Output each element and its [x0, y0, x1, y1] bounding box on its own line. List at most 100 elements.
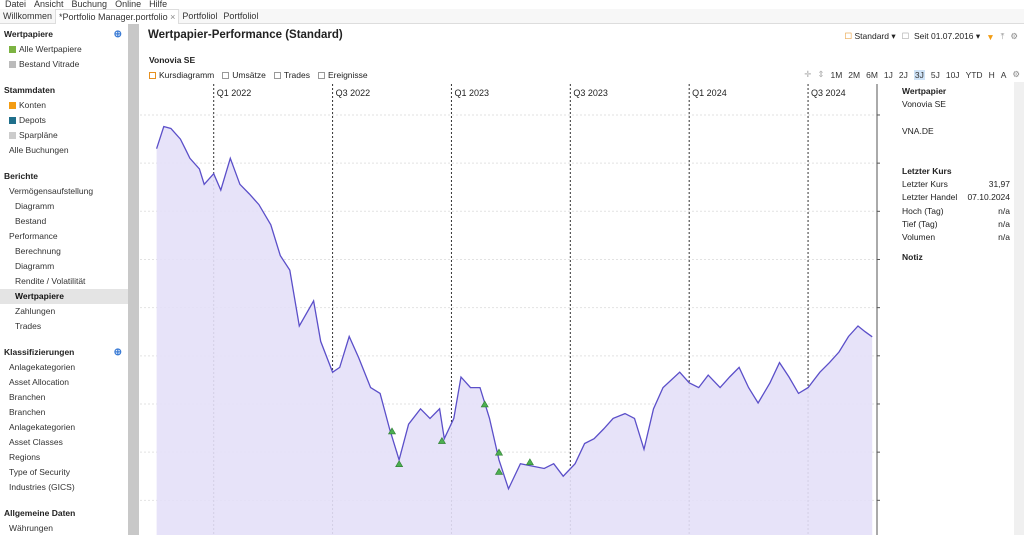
period-button-2m[interactable]: 2M [848, 69, 861, 80]
tab-portfolio-1[interactable]: Portfoliol [182, 10, 218, 21]
sidebar-item-bestand[interactable]: Bestand [15, 216, 47, 226]
sidebar-item-class[interactable]: Type of Security [9, 467, 70, 477]
file-icon [9, 46, 16, 53]
tab-label: *Portfolio Manager.portfolio [59, 11, 168, 22]
label: Ereignisse [327, 70, 368, 80]
add-icon[interactable]: ⊕ [113, 347, 122, 358]
period-button-ytd[interactable]: YTD [965, 69, 983, 80]
filter-icon[interactable]: ▼ [986, 31, 995, 42]
tab-portfolio-manager[interactable]: *Portfolio Manager.portfolio × [55, 8, 180, 24]
period-button-3j[interactable]: 3J [913, 69, 925, 80]
sidebar-item-alle-wertpapiere[interactable]: Alle Wertpapiere [0, 42, 128, 57]
menu-datei[interactable]: Datei [5, 0, 27, 9]
checkbox-kursdiagramm[interactable]: Kursdiagramm [149, 70, 214, 80]
period-button-1j[interactable]: 1J [883, 69, 893, 80]
info-row: Volumen n/a [902, 232, 1010, 245]
info-heading: Letzter Kurs [902, 165, 952, 176]
section-title: Wertpapiere [4, 29, 53, 39]
account-icon [9, 102, 16, 109]
label: Bestand Vitrade [19, 59, 80, 69]
tab-bar: Willkommen *Portfolio Manager.portfolio … [0, 8, 1024, 24]
crosshair-icon[interactable]: ✛ [804, 69, 812, 79]
info-label: Volumen [902, 232, 936, 243]
calendar-icon: ☐ [901, 31, 910, 41]
chart-options: Kursdiagramm Umsätze Trades Ereignisse [149, 70, 368, 80]
checkbox-ereignisse[interactable]: Ereignisse [317, 70, 368, 80]
trade-marker [387, 427, 397, 435]
gear-icon[interactable]: ⚙ [1010, 31, 1018, 41]
sidebar-item-sparplaene[interactable]: Sparpläne [0, 128, 128, 143]
period-button-10j[interactable]: 10J [945, 69, 960, 80]
sidebar-item-performance[interactable]: Performance [9, 231, 58, 241]
tab-portfolio-2[interactable]: Portfoliol [223, 10, 259, 21]
main-panel: Wertpapier-Performance (Standard) ☐ Stan… [140, 24, 1024, 535]
sidebar-item-diagramm[interactable]: Diagramm [15, 201, 55, 211]
period-button-5j[interactable]: 5J [930, 69, 940, 80]
menu-bar: Datei Ansicht Buchung Online Hilfe [0, 0, 168, 9]
sidebar-item-class[interactable]: Industries (GICS) [9, 482, 75, 492]
sidebar-item-diagramm-2[interactable]: Diagramm [15, 261, 55, 271]
period-button-a[interactable]: A [1000, 69, 1007, 80]
sidebar-item-waehrungen[interactable]: Währungen [9, 523, 53, 533]
sidebar-item-alle-buchungen[interactable]: Alle Buchungen [9, 145, 69, 155]
menu-buchung[interactable]: Buchung [71, 0, 108, 9]
sidebar-item-bestand-vitrade[interactable]: Bestand Vitrade [0, 57, 128, 72]
checkbox-umsaetze[interactable]: Umsätze [222, 70, 266, 80]
info-scrollbar[interactable] [1014, 82, 1024, 535]
quarter-label: Q3 2022 [336, 88, 371, 98]
file-icon [9, 61, 16, 68]
sidebar-item-class[interactable]: Regions [9, 452, 41, 462]
info-heading: Notiz [902, 251, 923, 262]
menu-online[interactable]: Online [115, 0, 142, 9]
sidebar-item-class[interactable]: Asset Classes [9, 437, 63, 447]
add-icon[interactable]: ⊕ [113, 29, 122, 40]
trade-marker [480, 400, 489, 408]
sidebar-item-depots[interactable]: Depots [0, 113, 128, 128]
info-row: Tief (Tag) n/a [902, 219, 1010, 232]
scale-icon[interactable]: ⇕ [817, 69, 825, 79]
info-row: Hoch (Tag) n/a [902, 206, 1010, 219]
close-icon[interactable]: × [170, 11, 176, 22]
section-berichte: Berichte [4, 171, 39, 181]
trade-marker [395, 460, 404, 468]
sidebar-item-class[interactable]: Branchen [9, 392, 46, 402]
info-heading: Wertpapier [902, 86, 947, 96]
period-button-h[interactable]: H [988, 69, 995, 80]
view-dropdown[interactable]: ☐ Standard ▾ [844, 31, 896, 41]
info-value: 31,97 [988, 179, 1010, 190]
period-button-1m[interactable]: 1M [830, 69, 843, 80]
period-dropdown[interactable]: ☐ Seit 01.07.2016 ▾ [901, 31, 981, 41]
period-button-6m[interactable]: 6M [866, 69, 878, 80]
gear-icon[interactable]: ⚙ [1012, 69, 1020, 79]
info-label: Letzter Handel [902, 192, 958, 203]
sidebar-item-trades[interactable]: Trades [15, 321, 42, 331]
label: Umsätze [232, 70, 266, 80]
sidebar-scrollbar[interactable] [128, 24, 139, 535]
info-value: 07.10.2024 [967, 192, 1010, 203]
menu-hilfe[interactable]: Hilfe [149, 0, 168, 9]
trade-marker [525, 458, 534, 466]
trade-marker [494, 467, 504, 475]
sidebar-item-class[interactable]: Anlagekategorien [9, 422, 76, 432]
period-button-2j[interactable]: 2J [898, 69, 908, 80]
sidebar-item-berechnung[interactable]: Berechnung [15, 246, 61, 256]
checkbox-trades[interactable]: Trades [273, 70, 310, 80]
sidebar-item-class[interactable]: Anlagekategorien [9, 362, 76, 372]
menu-ansicht[interactable]: Ansicht [34, 0, 64, 9]
sidebar-item-konten[interactable]: Konten [0, 98, 128, 113]
sidebar-item-class[interactable]: Branchen [9, 407, 46, 417]
price-line [155, 125, 873, 491]
sidebar-item-rendite[interactable]: Rendite / Volatilität [15, 276, 86, 286]
section-allgemeine-daten: Allgemeine Daten [4, 508, 76, 518]
tab-willkommen[interactable]: Willkommen [3, 10, 53, 21]
label: Konten [19, 100, 46, 110]
trade-marker [437, 436, 446, 444]
security-name: Vonovia SE [149, 55, 196, 65]
export-icon[interactable]: ⤒ [1000, 31, 1005, 41]
sidebar-item-class[interactable]: Asset Allocation [9, 377, 70, 387]
sidebar-item-vermoegensaufstellung[interactable]: Vermögensaufstellung [9, 186, 94, 196]
sidebar-item-zahlungen[interactable]: Zahlungen [15, 306, 56, 316]
label: Trades [283, 70, 310, 80]
sidebar-item-wertpapiere[interactable]: Wertpapiere [0, 289, 128, 304]
